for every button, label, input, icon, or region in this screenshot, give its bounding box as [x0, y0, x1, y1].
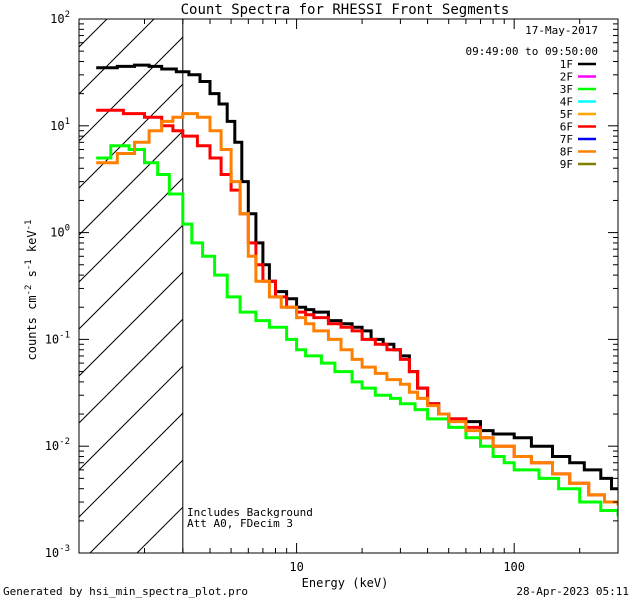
y-tick-label: 102: [50, 10, 70, 26]
legend-label-3F: 3F: [560, 83, 573, 96]
hatch-line: [607, 0, 640, 553]
plot-frame: [78, 18, 619, 554]
hatch-line: [79, 36, 183, 142]
hatch-line: [79, 177, 183, 283]
hatch-line: [79, 130, 183, 236]
legend-label-8F: 8F: [560, 146, 573, 159]
footer-generated-by: Generated by hsi_min_spectra_plot.pro: [3, 585, 248, 598]
hatch-line: [89, 459, 183, 553]
legend-label-4F: 4F: [560, 96, 573, 109]
series-lines: [96, 63, 618, 517]
attenuator-hatch-region: [79, 0, 640, 553]
x-tick-label: 10: [289, 560, 303, 574]
y-tick-label: 100: [50, 224, 70, 240]
series-8F: [96, 112, 618, 506]
annotation-text: Includes Background: [187, 506, 313, 519]
y-tick-label: 10-1: [45, 330, 70, 346]
x-tick-label: 100: [503, 560, 525, 574]
legend-label-9F: 9F: [560, 158, 573, 171]
series-3F: [96, 144, 618, 517]
y-axis-label: counts cm-2 s-1 keV-1: [24, 220, 39, 361]
x-tick-labels: 10 100: [289, 560, 525, 574]
y-tick-labels: 102 101 100 10-1 10-2 10-3: [45, 10, 70, 560]
hatch-line: [79, 365, 183, 471]
annotation-text: Att A0, FDecim 3: [187, 517, 293, 530]
hatch-line: [79, 412, 183, 518]
footer-timestamp: 28-Apr-2023 05:11: [516, 585, 629, 598]
chart-title: Count Spectra for RHESSI Front Segments: [181, 2, 510, 18]
hatch-line: [79, 318, 183, 424]
axis-ticks: [78, 19, 619, 554]
y-tick-label: 10-2: [45, 437, 70, 453]
date-label: 17-May-2017: [525, 24, 598, 37]
legend-label-1F: 1F: [560, 58, 573, 71]
time-range-label: 09:49:00 to 09:50:00: [466, 45, 598, 58]
series-1F: [96, 63, 618, 491]
legend-label-7F: 7F: [560, 133, 573, 146]
legend-label-5F: 5F: [560, 108, 573, 121]
y-tick-label: 101: [50, 117, 70, 133]
hatch-line: [231, 0, 640, 553]
legend-label-2F: 2F: [560, 71, 573, 84]
hatch-line: [79, 19, 155, 95]
y-tick-label: 10-3: [45, 544, 70, 560]
x-axis-label: Energy (keV): [302, 576, 389, 590]
legend-label-6F: 6F: [560, 121, 573, 134]
